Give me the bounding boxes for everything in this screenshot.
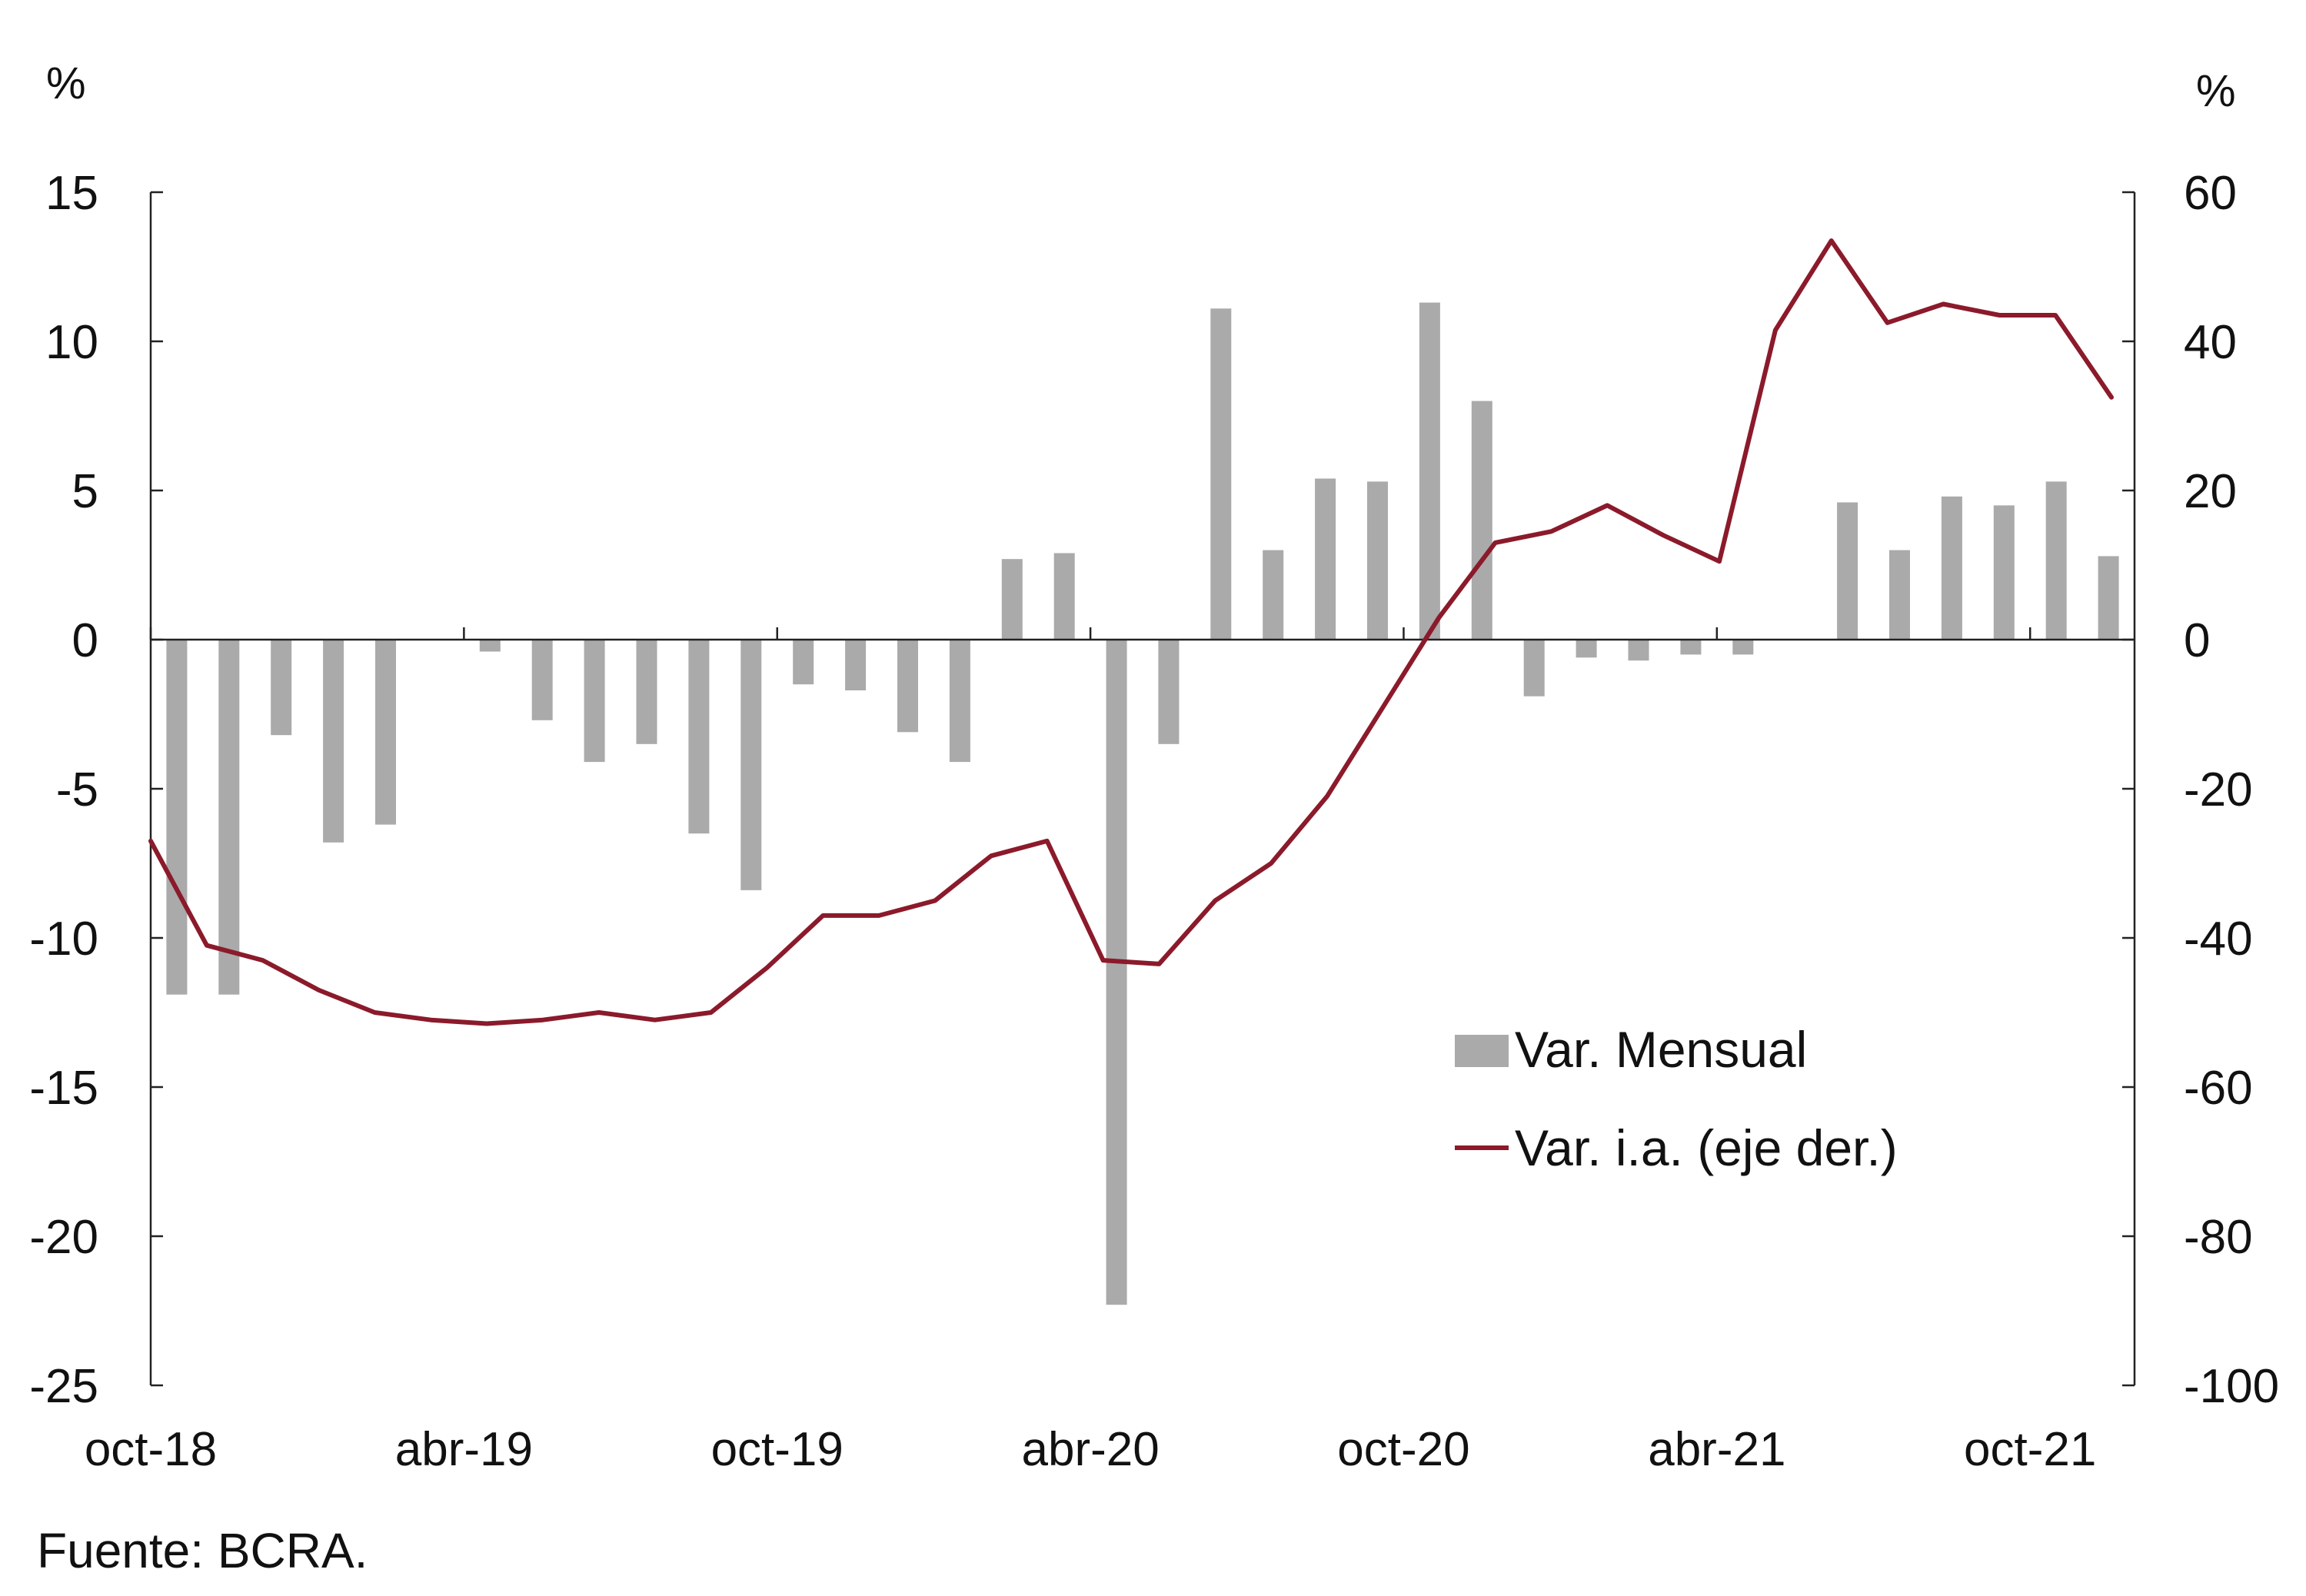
x-tick-label: abr-20 bbox=[1021, 1423, 1159, 1476]
bar-22 bbox=[1315, 478, 1336, 640]
bar-29 bbox=[1680, 640, 1702, 655]
bar-3 bbox=[323, 640, 344, 843]
x-tick-label: oct-20 bbox=[1337, 1423, 1469, 1476]
bar-15 bbox=[949, 640, 970, 763]
legend-label-line: Var. i.a. (eje der.) bbox=[1515, 1119, 1898, 1176]
left-tick-label: 10 bbox=[45, 316, 98, 369]
bar-8 bbox=[584, 640, 605, 763]
left-tick-label: -20 bbox=[29, 1211, 98, 1264]
left-tick-label: 5 bbox=[72, 465, 98, 518]
legend: Var. Mensual Var. i.a. (eje der.) bbox=[1455, 1021, 1898, 1176]
bar-7 bbox=[531, 640, 553, 720]
bar-36 bbox=[2045, 481, 2067, 640]
bar-17 bbox=[1053, 553, 1075, 640]
bar-23 bbox=[1367, 481, 1388, 640]
bar-16 bbox=[1001, 559, 1023, 640]
legend-label-bar: Var. Mensual bbox=[1515, 1021, 1807, 1078]
bar-11 bbox=[740, 640, 762, 890]
right-tick-label: 40 bbox=[2184, 316, 2237, 369]
bar-13 bbox=[845, 640, 867, 690]
left-tick-label: 0 bbox=[72, 614, 98, 667]
bar-27 bbox=[1576, 640, 1597, 658]
x-tick-label: oct-18 bbox=[85, 1423, 217, 1476]
right-tick-label: -100 bbox=[2184, 1360, 2279, 1413]
bar-9 bbox=[636, 640, 657, 744]
bar-2 bbox=[271, 640, 292, 736]
bar-33 bbox=[1889, 550, 1910, 640]
x-tick-label: abr-21 bbox=[1648, 1423, 1785, 1476]
bar-37 bbox=[2098, 556, 2119, 640]
bar-30 bbox=[1732, 640, 1754, 655]
bar-34 bbox=[1941, 496, 1962, 640]
left-tick-label: -10 bbox=[29, 913, 98, 966]
bar-35 bbox=[1993, 505, 2015, 640]
bar-26 bbox=[1523, 640, 1545, 697]
bar-19 bbox=[1158, 640, 1180, 744]
right-tick-label: -20 bbox=[2184, 763, 2253, 816]
bar-series bbox=[166, 302, 2119, 1305]
bar-20 bbox=[1210, 308, 1232, 640]
left-tick-label: 15 bbox=[45, 167, 98, 220]
line-path bbox=[148, 238, 2114, 1026]
right-axis-unit: % bbox=[2196, 66, 2236, 116]
right-tick-label: -40 bbox=[2184, 913, 2253, 966]
bar-28 bbox=[1628, 640, 1649, 661]
bar-0 bbox=[166, 640, 188, 995]
right-tick-label: -80 bbox=[2184, 1211, 2253, 1264]
bar-10 bbox=[688, 640, 710, 834]
bar-24 bbox=[1419, 302, 1440, 640]
right-tick-label: 20 bbox=[2184, 465, 2237, 518]
source-note: Fuente: BCRA. bbox=[37, 1523, 368, 1578]
right-tick-label: -60 bbox=[2184, 1062, 2253, 1115]
bar-1 bbox=[218, 640, 240, 995]
bar-25 bbox=[1471, 401, 1492, 640]
left-tick-label: -5 bbox=[56, 763, 98, 816]
x-tick-label: oct-21 bbox=[1964, 1423, 2096, 1476]
right-tick-label: 60 bbox=[2184, 167, 2237, 220]
bar-18 bbox=[1106, 640, 1127, 1305]
bar-12 bbox=[793, 640, 814, 685]
bar-4 bbox=[375, 640, 396, 825]
x-tick-label: abr-19 bbox=[395, 1423, 533, 1476]
left-axis-unit: % bbox=[46, 58, 86, 108]
bar-6 bbox=[479, 640, 501, 652]
x-tick-label: oct-19 bbox=[711, 1423, 844, 1476]
bar-21 bbox=[1263, 550, 1284, 640]
left-tick-label: -15 bbox=[29, 1062, 98, 1115]
line-series bbox=[148, 238, 2114, 1026]
bar-14 bbox=[897, 640, 918, 733]
left-tick-label: -25 bbox=[29, 1360, 98, 1413]
right-tick-label: 0 bbox=[2184, 614, 2210, 667]
legend-swatch-bar bbox=[1455, 1035, 1509, 1067]
axes: 15 10 5 0 -5 -10 -15 -20 -25 60 40 20 0 -20 -40 -60 -80 -… bbox=[29, 167, 2279, 1476]
bar-32 bbox=[1837, 502, 1858, 640]
